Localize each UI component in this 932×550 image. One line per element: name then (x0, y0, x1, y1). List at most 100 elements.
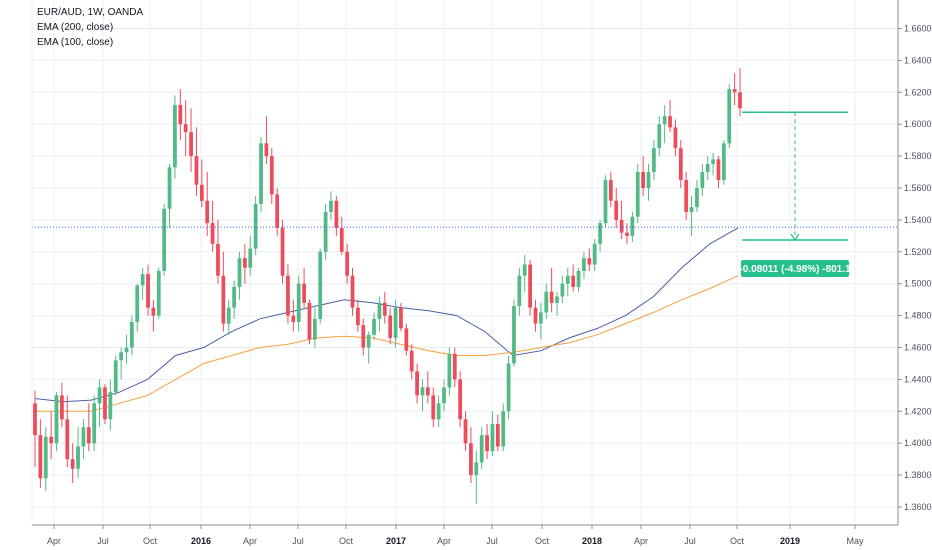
candle (151, 299, 156, 332)
candle-body (194, 156, 199, 185)
candle-body (673, 127, 678, 149)
candle-body (479, 435, 484, 463)
candle (399, 302, 403, 332)
candle-body (635, 172, 640, 217)
x-tick-label: Apr (47, 536, 61, 546)
candle-body (695, 188, 699, 208)
measure-label-bg (741, 259, 849, 277)
candle (81, 419, 86, 460)
candle-body (97, 387, 102, 404)
candle (280, 219, 285, 284)
candle-body (259, 143, 263, 204)
candle-body (237, 258, 242, 287)
candle-body (458, 379, 463, 420)
candle-body (614, 200, 619, 220)
candle-body (232, 286, 237, 308)
candle-body (576, 270, 581, 287)
candle-body (81, 427, 86, 447)
candle (312, 307, 317, 348)
candle-body (226, 307, 231, 324)
candle-body (420, 387, 425, 396)
candle (38, 419, 43, 488)
candle (264, 116, 269, 165)
candle (33, 390, 37, 468)
candle-body (485, 435, 489, 452)
axes: 1.66000 1.64000 1.62000 1.60000 1.58000 1.560… (31, 0, 932, 546)
candle (221, 251, 226, 332)
candle (555, 291, 559, 316)
candle (538, 302, 543, 340)
x-tick-label: Jul (684, 536, 696, 546)
candle-body (275, 194, 280, 228)
candle-body (608, 180, 613, 201)
candle-body (652, 148, 656, 173)
candle-body (345, 251, 350, 276)
candle-body (339, 227, 344, 252)
candle-body (705, 164, 710, 173)
y-tick-label: 1.52000 (904, 247, 932, 257)
x-tick-label: Apr (634, 536, 648, 546)
candle-body (312, 318, 317, 340)
overlay: -0.08011 (-4.98%) -801.1 (32, 111, 898, 277)
x-tick-label: Jul (292, 536, 304, 546)
candle (721, 140, 726, 185)
candle (732, 73, 737, 106)
candle (652, 140, 656, 181)
measure-label-text: -0.08011 (-4.98%) -801.1 (739, 264, 851, 275)
candle-body (156, 270, 161, 316)
candle-body (447, 353, 452, 388)
candle-body (463, 419, 468, 444)
candle-body (592, 243, 597, 265)
candle-body (684, 180, 689, 212)
candle-body (506, 363, 511, 412)
candle (259, 136, 263, 212)
y-tick-label: 1.58000 (904, 151, 932, 161)
candle-body (382, 302, 387, 316)
measure-arrow-icon (790, 233, 800, 242)
candle (372, 312, 376, 340)
candle-body (361, 325, 366, 348)
candle-body (565, 275, 570, 284)
candle (248, 235, 253, 276)
candle (307, 299, 312, 345)
candle (296, 275, 301, 332)
candle (366, 331, 371, 364)
candle (167, 164, 172, 228)
candle (522, 254, 527, 292)
ema-layer (34, 227, 739, 412)
candle-body (65, 419, 70, 460)
candle (162, 203, 167, 276)
candle-body (38, 435, 43, 479)
y-tick-label: 1.40000 (904, 438, 932, 448)
candle (528, 259, 532, 316)
candle (549, 267, 554, 313)
y-tick-label: 1.46000 (904, 343, 932, 353)
x-tick-label: Oct (143, 536, 158, 546)
candle (695, 180, 699, 212)
candle (178, 89, 183, 141)
candle-body (738, 92, 742, 109)
candle (614, 188, 619, 228)
candle-body (474, 462, 479, 476)
candle-body (436, 403, 441, 420)
candle (103, 384, 107, 425)
candle-body (307, 302, 312, 340)
candle-body (280, 227, 285, 276)
candle-body (205, 200, 210, 224)
candle (425, 371, 430, 404)
candle (388, 307, 393, 345)
y-tick-label: 1.66000 (904, 24, 932, 34)
candles (33, 68, 742, 504)
candle-body (43, 436, 48, 479)
candle-body (269, 156, 274, 195)
candle (603, 175, 608, 228)
candle-body (210, 223, 215, 244)
candle (560, 275, 565, 303)
candle-body (70, 459, 75, 469)
candle-body (291, 315, 296, 322)
candle (576, 267, 581, 292)
candle-body (129, 321, 134, 348)
candle (608, 172, 613, 208)
ema100-line (35, 275, 739, 412)
